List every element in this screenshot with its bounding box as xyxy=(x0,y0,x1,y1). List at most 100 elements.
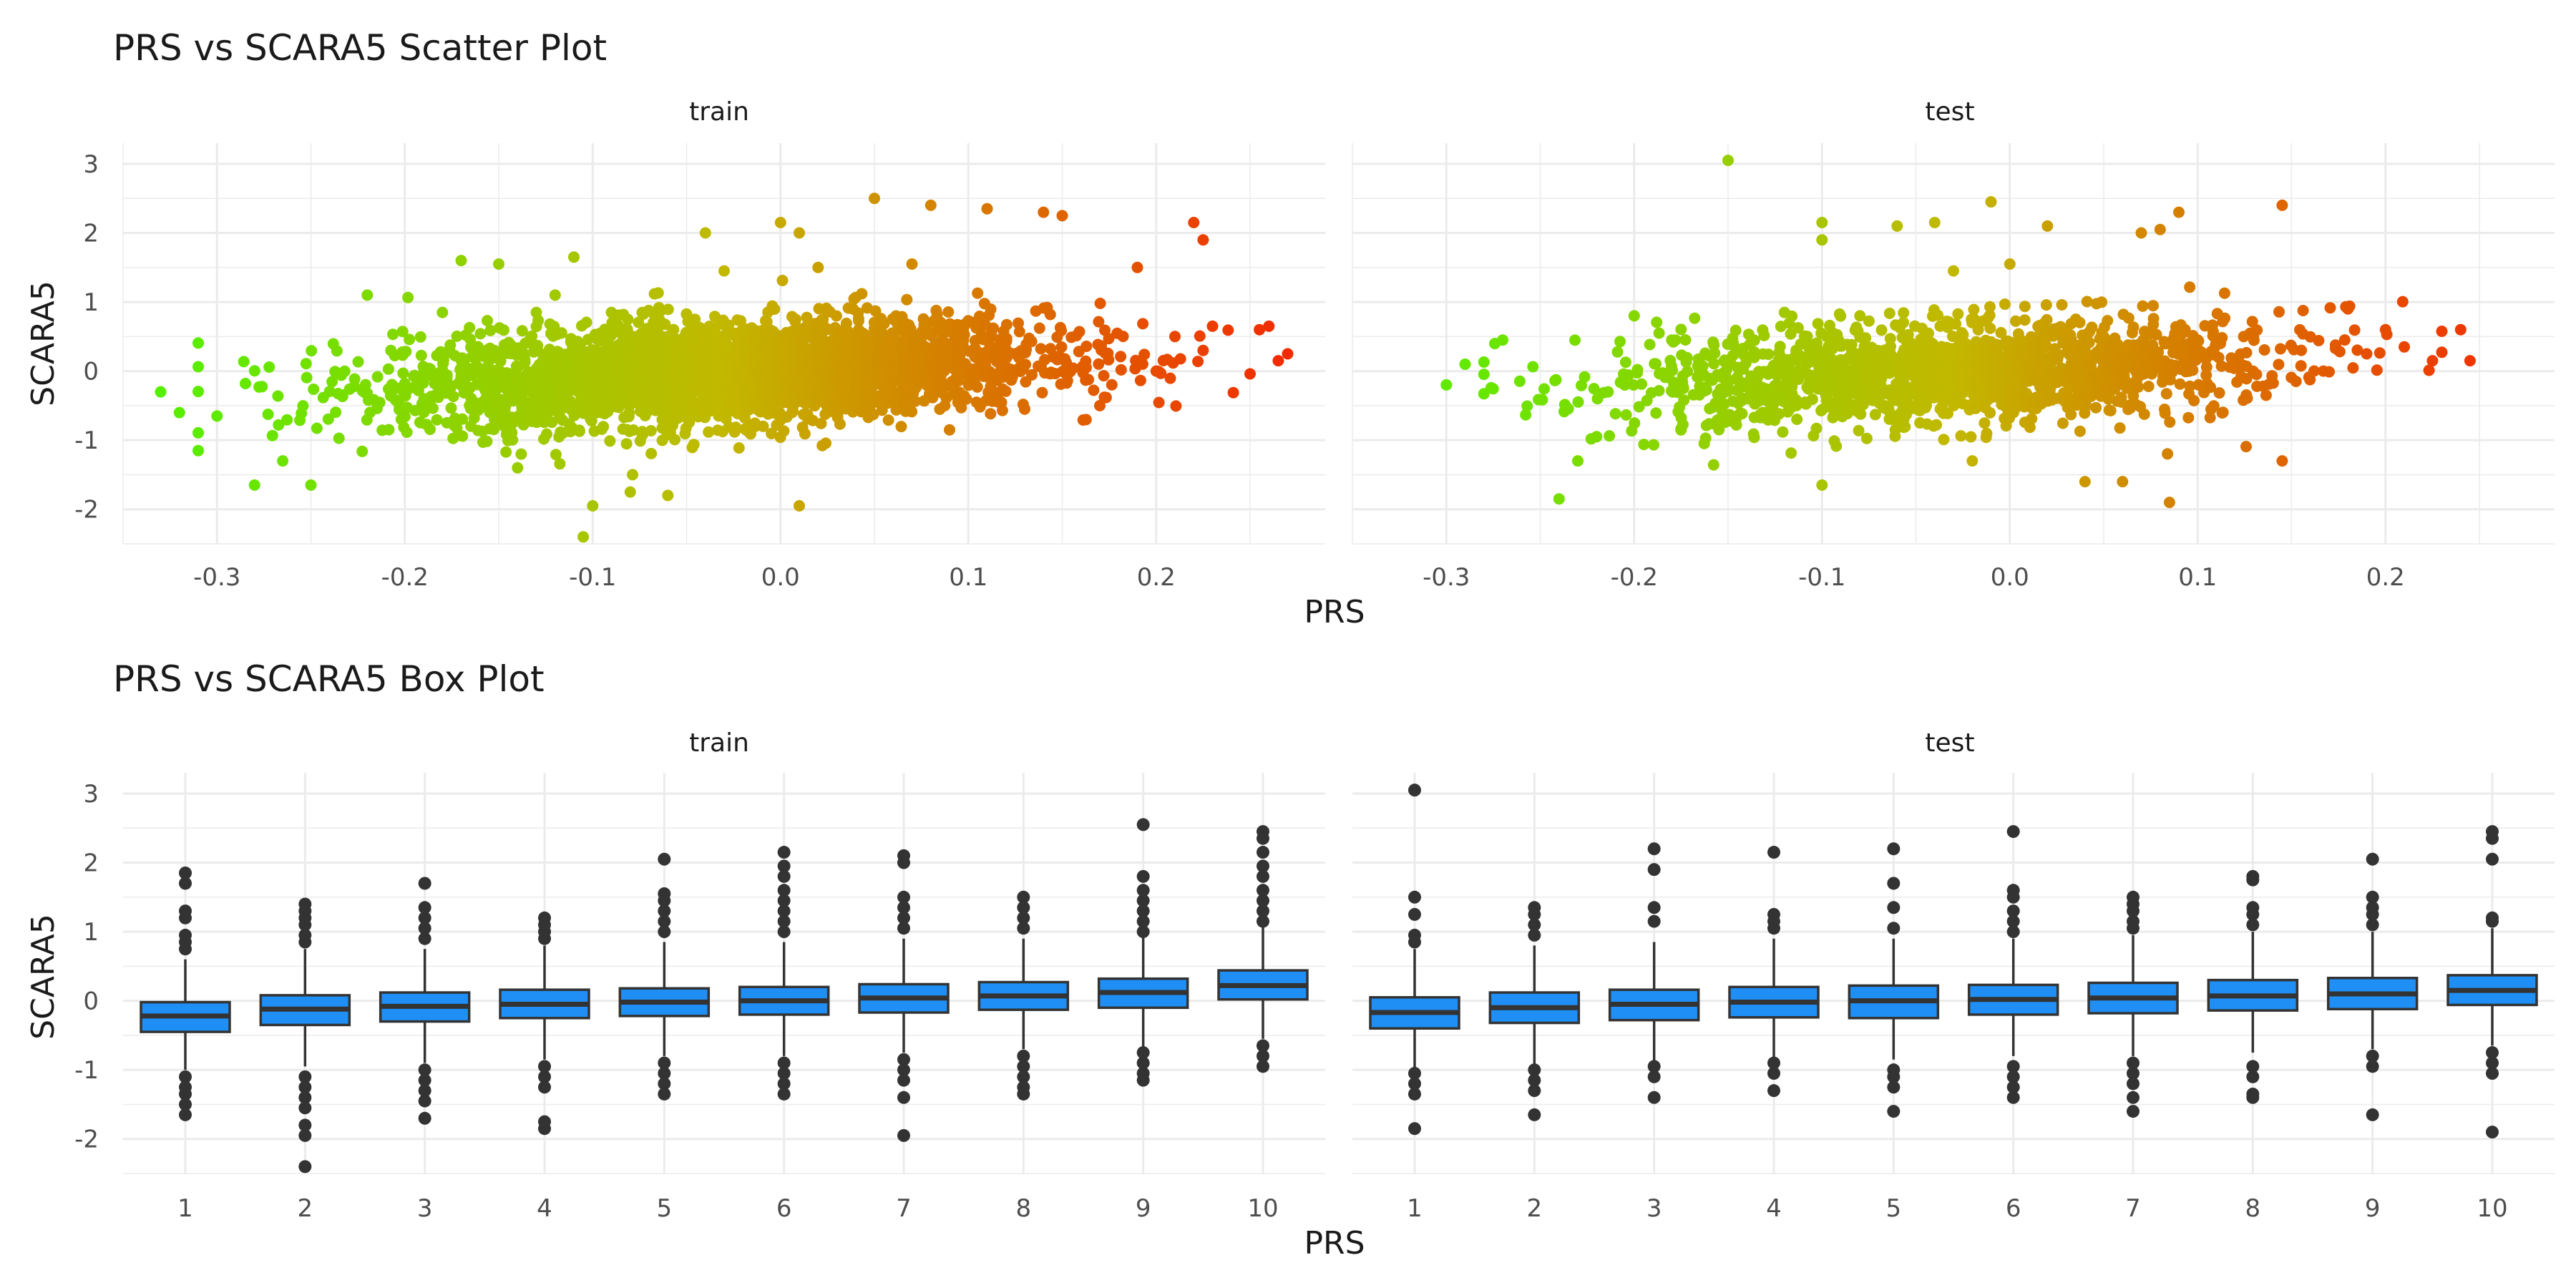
scatter-test-point-930 xyxy=(1979,417,1991,429)
scatter-ylabel: SCARA5 xyxy=(25,280,62,406)
scatter-train-point-2230 xyxy=(799,428,811,440)
scatter-train-point-8 xyxy=(238,356,250,368)
scatter-test-point-9 xyxy=(1513,375,1526,387)
scatter-test-point-29 xyxy=(1591,431,1603,443)
scatter-test-point-1471 xyxy=(2162,448,2174,460)
scatter-train-point-3224 xyxy=(1153,396,1165,409)
scatter-train-point-116 xyxy=(424,424,436,435)
scatter-test-point-1573 xyxy=(2241,392,2253,404)
scatter-test-point-1473 xyxy=(2164,416,2176,428)
scatter-train-point-2652 xyxy=(869,192,880,205)
scatter-train-point-16 xyxy=(266,429,278,441)
scatter-train-point-2313 xyxy=(812,261,824,273)
scatter-test-point-23 xyxy=(1572,455,1584,467)
scatter-train-point-3200 xyxy=(1098,370,1110,382)
scatter-train-point-907 xyxy=(628,424,640,436)
scatter-train-point-156 xyxy=(445,402,457,414)
scatter-test-point-32 xyxy=(1602,386,1614,398)
scatter-train-point-212 xyxy=(474,328,487,340)
scatter-test-point-55 xyxy=(1648,439,1659,451)
scatter-test-point-1586 xyxy=(2260,389,2272,401)
scatter-test-point-1535 xyxy=(2205,381,2217,394)
scatter-test-point-939 xyxy=(1981,427,1993,439)
scatter-train-point-2194 xyxy=(794,227,805,239)
scatter-test-point-1510 xyxy=(2184,380,2196,392)
scatter-test-point-1348 xyxy=(2104,404,2117,416)
scatter-test-point-80 xyxy=(1675,323,1687,336)
scatter-train-point-2997 xyxy=(955,401,967,414)
scatter-test-point-607 xyxy=(1891,220,1903,232)
scatter-train-point-46 xyxy=(348,373,361,385)
scatter-test-point-1269 xyxy=(2079,476,2091,488)
scatter-train-point-1200 xyxy=(668,323,680,336)
scatter-test-point-325 xyxy=(1806,394,1818,405)
scatter-train-point-3194 xyxy=(1093,358,1105,370)
scatter-test-point-422 xyxy=(1835,310,1847,322)
scatter-train-point-351 xyxy=(519,354,531,366)
scatter-train-point-3192 xyxy=(1088,384,1100,396)
scatter-test-point-589 xyxy=(1885,341,1896,353)
scatter-test-point-181 xyxy=(1736,408,1748,420)
scatter-train-point-337 xyxy=(515,448,527,460)
scatter-train-point-47 xyxy=(352,356,364,368)
scatter-test-point-1594 xyxy=(2276,455,2288,467)
scatter-test-point-1072 xyxy=(2019,301,2031,313)
scatter-test-point-1614 xyxy=(2333,346,2346,358)
scatter-train-point-169 xyxy=(455,255,467,267)
scatter-test-point-12 xyxy=(1527,361,1539,373)
scatter-train-point-886 xyxy=(624,486,636,498)
scatter-train-point-3240 xyxy=(1227,386,1239,399)
scatter-test-point-748 xyxy=(1928,217,1941,228)
scatter-test-point-14 xyxy=(1536,394,1548,406)
scatter-test-point-114 xyxy=(1700,384,1712,396)
scatter-test-point-946 xyxy=(1984,309,1996,321)
scatter-test-point-1554 xyxy=(2218,287,2230,299)
scatter-train-point-42 xyxy=(336,391,348,402)
scatter-test-point-507 xyxy=(1860,332,1872,344)
scatter-test-point-1624 xyxy=(2373,347,2386,359)
scatter-train-point-33 xyxy=(326,376,338,388)
scatter-train-point-1700 xyxy=(730,421,742,434)
scatter-test-point-8 xyxy=(1497,334,1508,346)
scatter-train-point-903 xyxy=(627,469,638,481)
scatter-train-point-852 xyxy=(620,438,633,450)
scatter-train-point-3150 xyxy=(1038,206,1050,218)
scatter-test-point-1627 xyxy=(2396,296,2409,308)
scatter-train-point-2358 xyxy=(820,437,831,449)
scatter-test-point-86 xyxy=(1677,419,1689,431)
scatter-train-point-2929 xyxy=(935,325,946,337)
box-strip-train: train xyxy=(689,728,749,758)
scatter-xtick-label-train-2: -0.1 xyxy=(569,563,616,592)
scatter-train-point-77 xyxy=(396,326,409,338)
scatter-train-point-585 xyxy=(573,425,585,437)
scatter-train-point-2239 xyxy=(801,311,813,323)
scatter-test-point-279 xyxy=(1785,447,1797,459)
scatter-train-point-3 xyxy=(192,386,204,398)
scatter-train-point-3134 xyxy=(1019,403,1030,415)
scatter-train-point-1156 xyxy=(662,489,674,502)
scatter-test-point-3 xyxy=(1478,369,1490,381)
scatter-test-point-1589 xyxy=(2267,377,2279,389)
scatter-xtick-label-test-2: -0.1 xyxy=(1798,563,1845,592)
scatter-test-point-998 xyxy=(1999,298,2011,311)
scatter-train-point-18 xyxy=(273,419,285,431)
scatter-train-point-2551 xyxy=(853,315,864,327)
scatter-test-point-60 xyxy=(1653,385,1665,396)
scatter-train-point-2009 xyxy=(769,303,781,315)
scatter-train-point-3228 xyxy=(1164,372,1176,384)
scatter-xticks: -0.3 -0.2 -0.1 0.0 0.1 0.2 -0.3 -0.2 -0.1 0.0 0.1 0… xyxy=(193,563,2405,592)
scatter-train-point-465 xyxy=(549,289,561,301)
scatter-train-point-1631 xyxy=(723,319,735,331)
scatter-train-point-3210 xyxy=(1115,351,1127,363)
scatter-test-point-1076 xyxy=(2021,387,2032,399)
scatter-train-point-89 xyxy=(401,426,413,438)
scatter-test-point-153 xyxy=(1722,155,1734,167)
scatter-test-point-10 xyxy=(1520,409,1532,421)
scatter-train-point-60 xyxy=(374,396,386,409)
scatter-test-point-89 xyxy=(1678,394,1690,406)
scatter-train-point-283 xyxy=(497,324,509,336)
scatter-test-point-50 xyxy=(1636,378,1648,390)
scatter-test-point-1593 xyxy=(2276,199,2288,211)
scatter-xtick-label-test-0: -0.3 xyxy=(1423,563,1470,592)
scatter-xtick-label-test-4: 0.1 xyxy=(2178,563,2217,592)
